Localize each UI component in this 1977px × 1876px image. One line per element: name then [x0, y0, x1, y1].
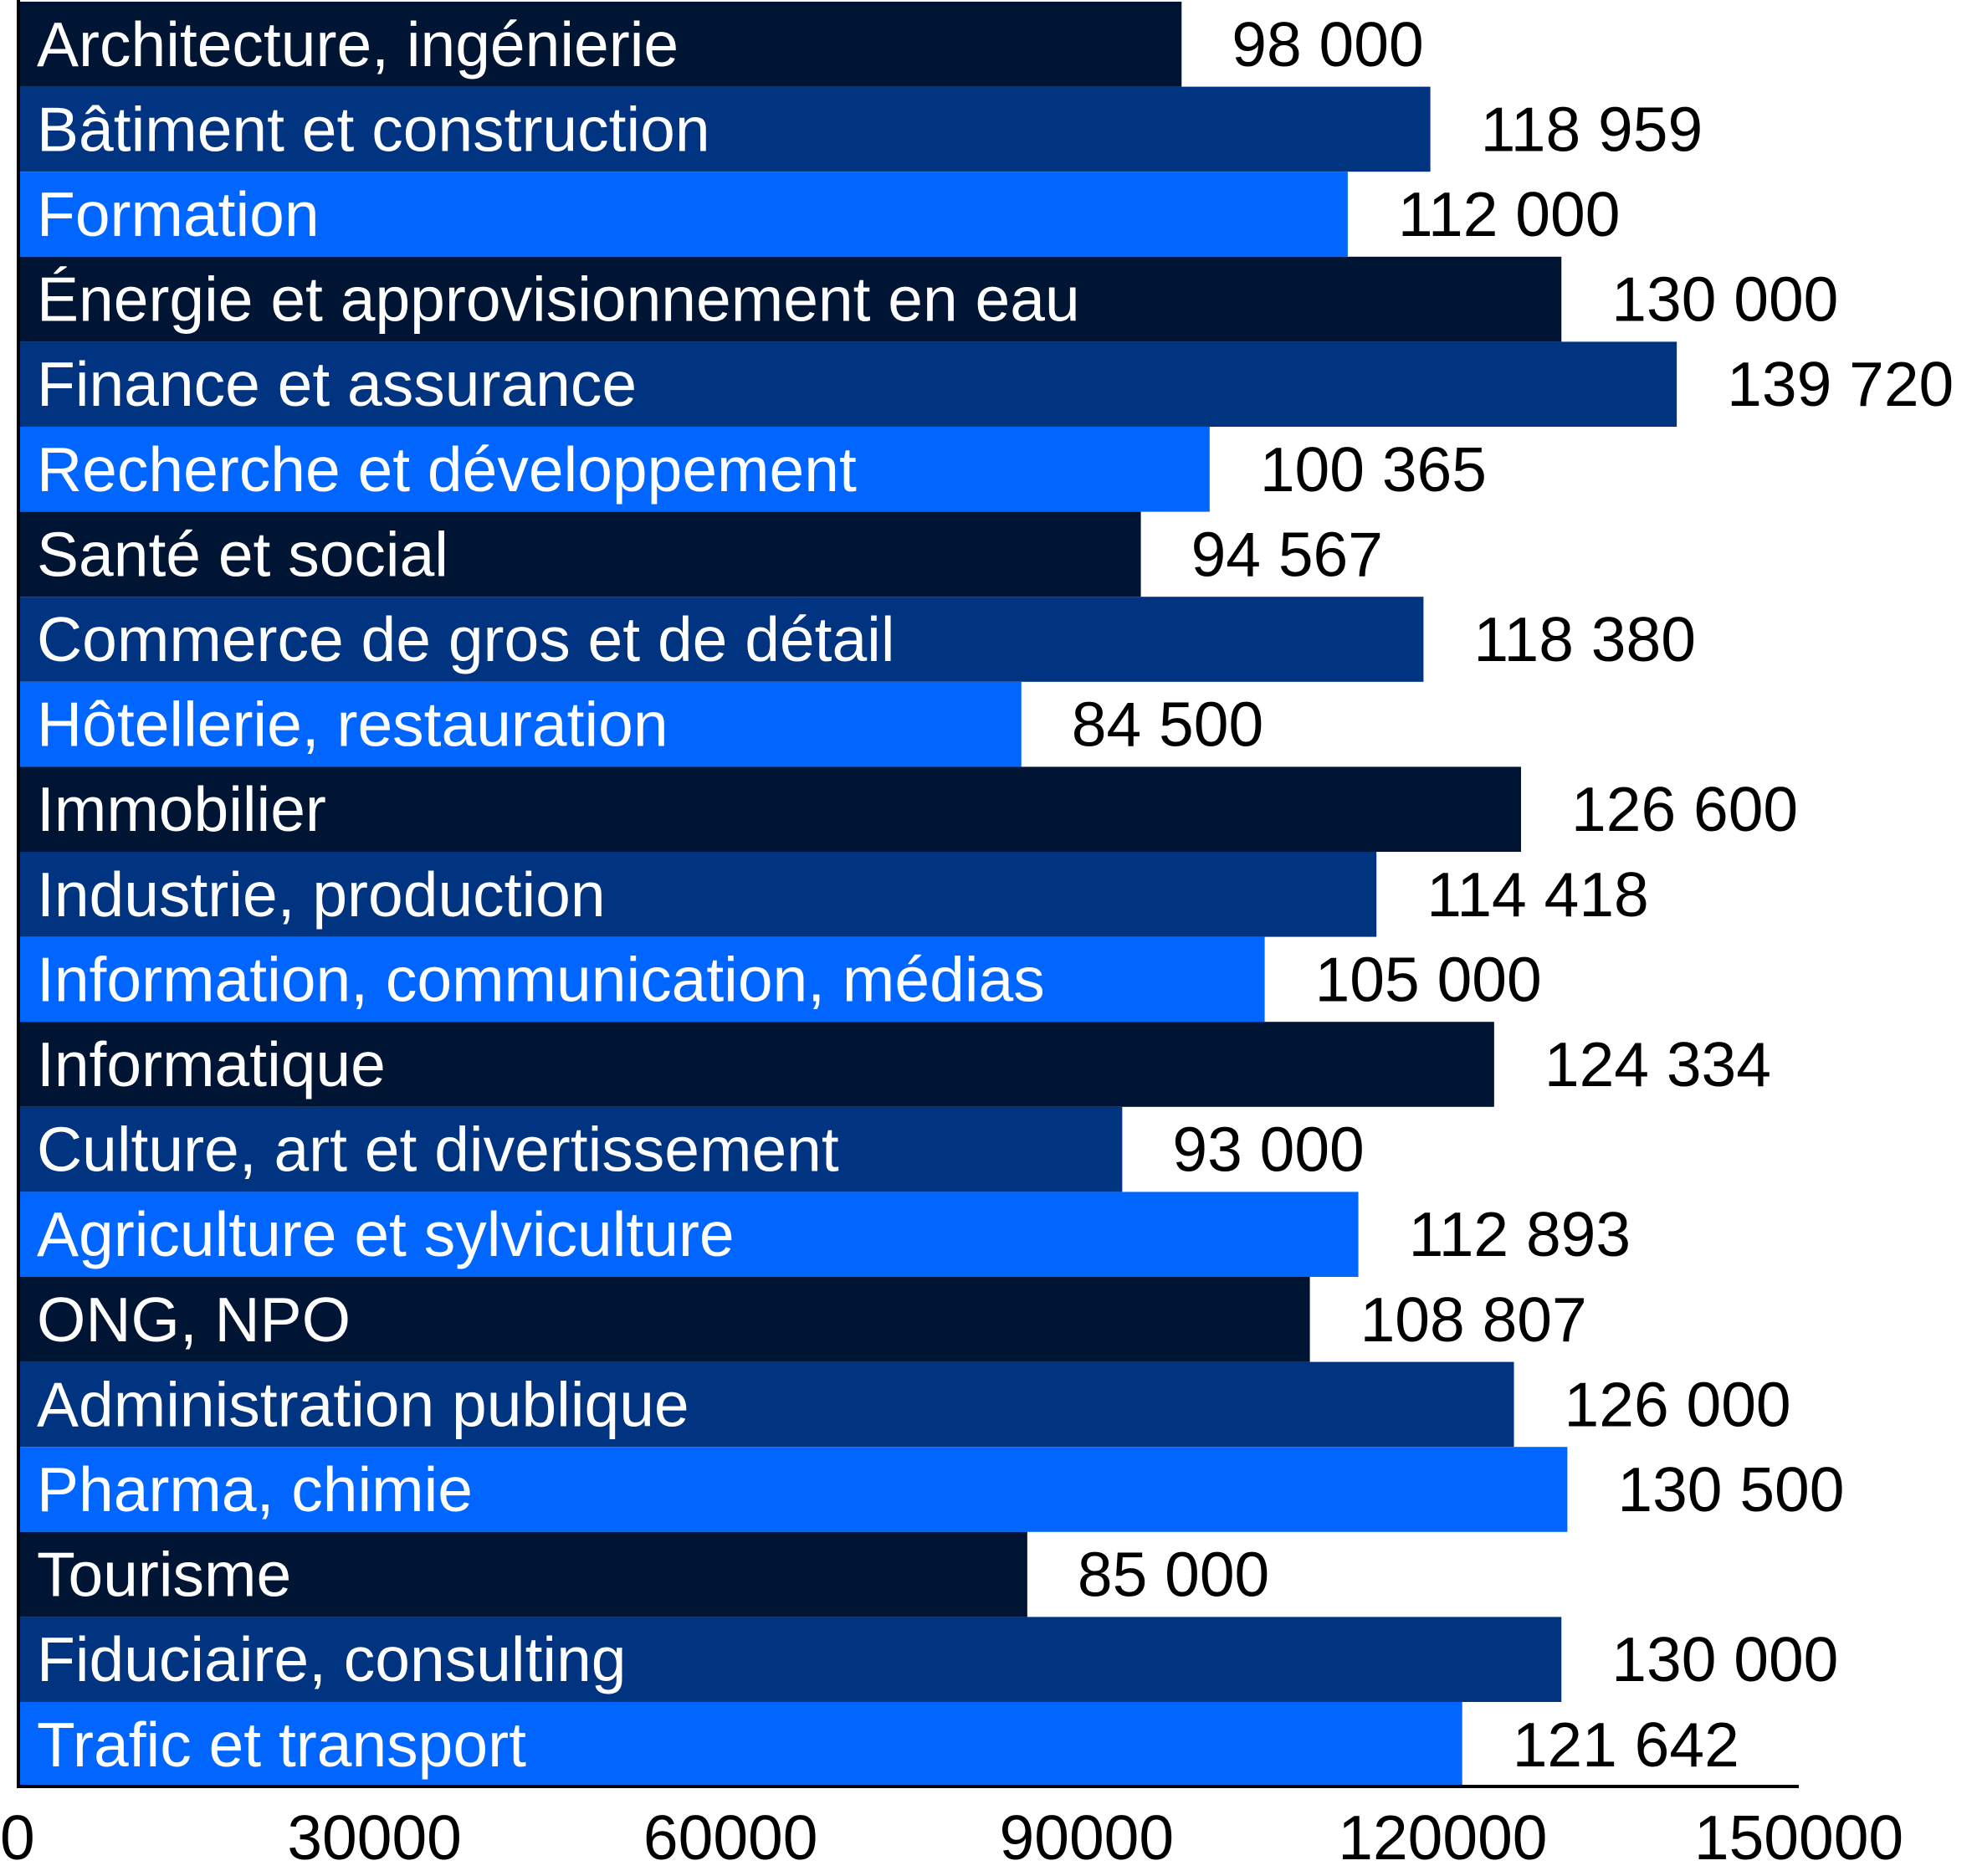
- category-label: Formation: [37, 179, 320, 249]
- bar: [18, 341, 1677, 427]
- bar: [18, 427, 1210, 512]
- x-tick-label: 0: [0, 1802, 35, 1873]
- bar: [18, 256, 1562, 342]
- category-label: Tourisme: [37, 1540, 291, 1610]
- value-label: 94 567: [1191, 519, 1383, 589]
- x-ticks-group: 0 30000 60000 90000 120000 150000: [0, 1802, 1903, 1873]
- bar: [18, 936, 1265, 1023]
- category-label: Immobilier: [37, 774, 326, 844]
- bar: [18, 1702, 1462, 1787]
- category-label: ONG, NPO: [37, 1284, 351, 1355]
- category-label: Agriculture et sylviculture: [37, 1199, 735, 1269]
- value-label: 112 893: [1409, 1199, 1631, 1269]
- value-label: 126 600: [1571, 774, 1798, 844]
- category-label: Finance et assurance: [37, 349, 637, 419]
- bars-group: Architecture, ingénierie 98 000 Bâtiment e…: [18, 2, 1954, 1787]
- value-label: 98 000: [1232, 9, 1423, 79]
- value-label: 118 380: [1473, 604, 1696, 674]
- category-label: Santé et social: [37, 519, 448, 589]
- value-label: 130 000: [1611, 1624, 1838, 1694]
- category-label: Culture, art et divertissement: [37, 1115, 839, 1185]
- bar: [18, 597, 1424, 682]
- value-label: 100 365: [1260, 434, 1487, 505]
- category-label: Énergie et approvisionnement en eau: [37, 264, 1080, 335]
- category-label: Administration publique: [37, 1369, 689, 1439]
- bar: [18, 86, 1431, 172]
- value-label: 139 720: [1727, 349, 1954, 419]
- category-label: Recherche et développement: [37, 434, 857, 505]
- value-label: 118 959: [1481, 94, 1703, 164]
- category-label: Information, communication, médias: [37, 944, 1045, 1014]
- x-tick-label: 30000: [287, 1802, 462, 1873]
- value-label: 108 807: [1360, 1284, 1587, 1355]
- bar: [18, 2, 1182, 87]
- x-tick-label: 90000: [1000, 1802, 1175, 1873]
- value-label: 93 000: [1172, 1115, 1364, 1185]
- category-label: Informatique: [37, 1029, 386, 1099]
- value-label: 124 334: [1544, 1029, 1771, 1099]
- category-label: Fiduciaire, consulting: [37, 1624, 627, 1694]
- bar: [18, 1106, 1123, 1192]
- bar: [18, 1022, 1494, 1107]
- value-label: 112 000: [1398, 179, 1621, 249]
- x-tick-label: 150000: [1694, 1802, 1903, 1873]
- value-label: 121 642: [1513, 1709, 1739, 1780]
- bar: [18, 1277, 1310, 1362]
- category-label: Trafic et transport: [37, 1709, 526, 1780]
- bar: [18, 172, 1348, 257]
- category-label: Industrie, production: [37, 859, 606, 930]
- category-label: Hôtellerie, restauration: [37, 689, 668, 760]
- bar: [18, 766, 1522, 852]
- category-label: Architecture, ingénierie: [37, 9, 679, 79]
- category-label: Commerce de gros et de détail: [37, 604, 895, 674]
- x-tick-label: 60000: [643, 1802, 818, 1873]
- bar: [18, 511, 1141, 597]
- value-label: 105 000: [1315, 944, 1542, 1014]
- value-label: 130 500: [1617, 1454, 1844, 1525]
- bar: [18, 1361, 1514, 1448]
- bar: [18, 1617, 1562, 1702]
- value-label: 85 000: [1078, 1540, 1269, 1610]
- value-label: 126 000: [1565, 1369, 1791, 1439]
- value-label: 130 000: [1611, 264, 1838, 335]
- value-label: 84 500: [1072, 689, 1263, 760]
- bar: [18, 852, 1377, 937]
- category-label: Bâtiment et construction: [37, 94, 710, 164]
- bar: [18, 681, 1022, 767]
- bar: [18, 1531, 1027, 1617]
- bar: [18, 1192, 1359, 1277]
- value-label: 114 418: [1426, 859, 1649, 930]
- x-tick-label: 120000: [1338, 1802, 1547, 1873]
- axes-group: [17, 0, 1799, 1788]
- category-label: Pharma, chimie: [37, 1454, 473, 1525]
- bar: [18, 1447, 1568, 1532]
